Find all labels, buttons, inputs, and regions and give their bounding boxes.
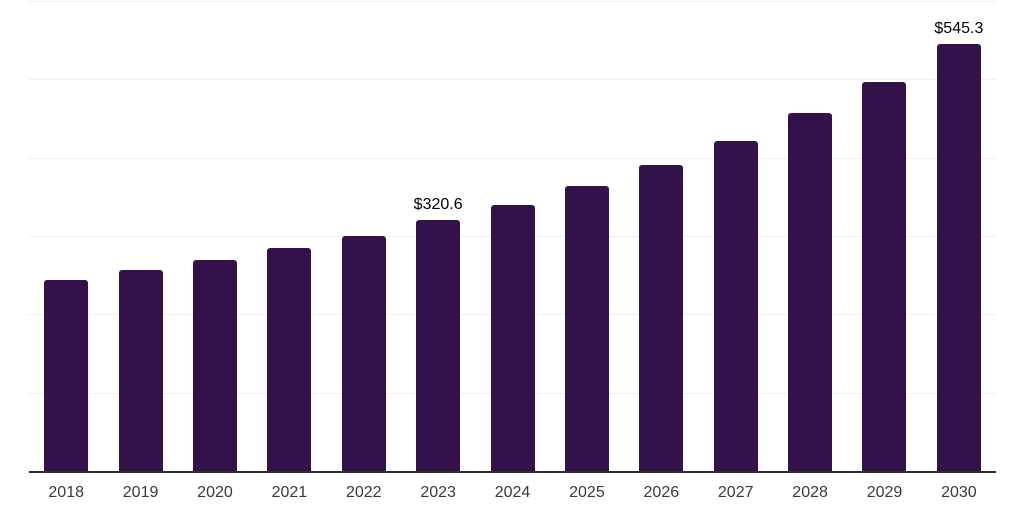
- bar-2022: [341, 235, 386, 471]
- x-tick-2019: 2019: [122, 484, 159, 501]
- plot-area: $320.6 $545.3: [29, 1, 996, 471]
- gridline-600: [29, 1, 996, 2]
- bar-2023: [416, 219, 461, 471]
- x-tick-2025: 2025: [569, 484, 605, 501]
- x-tick-2029: 2029: [866, 484, 903, 501]
- bar-column-2028: [773, 1, 847, 471]
- x-tick-2027: 2027: [717, 484, 754, 501]
- bar-column-2019: [103, 1, 177, 471]
- bar-2029: [862, 81, 907, 471]
- bar-2027: [713, 141, 758, 471]
- x-tick-2026: 2026: [643, 484, 680, 501]
- bar-column-2018: [29, 1, 103, 471]
- bar-2019: [118, 270, 163, 471]
- bar-2020: [192, 260, 237, 471]
- value-label-2023: $320.6: [413, 195, 463, 213]
- x-axis-line: [29, 471, 996, 473]
- bar-2021: [267, 248, 312, 471]
- bar-column-2021: [252, 1, 326, 471]
- bar-column-2029: [847, 1, 921, 471]
- gridline-400: [29, 157, 996, 159]
- bar-2018: [44, 280, 89, 471]
- bar-column-2024: [475, 1, 549, 471]
- bar-column-2023: $320.6: [401, 1, 475, 471]
- x-tick-2022: 2022: [345, 484, 382, 501]
- bars: $320.6 $545.3: [29, 1, 996, 471]
- bar-column-2027: [699, 1, 773, 471]
- value-label-2030: $545.3: [934, 19, 984, 37]
- x-tick-2028: 2028: [792, 484, 828, 501]
- x-axis-labels: 2018 2019 2020 2021 2022 2023 2024 2025 2026 2027…: [29, 484, 996, 502]
- x-tick-2021: 2021: [271, 484, 308, 501]
- bar-column-2022: [327, 1, 401, 471]
- bar-2030: [936, 43, 981, 471]
- bar-column-2026: [624, 1, 698, 471]
- x-tick-2024: 2024: [494, 484, 531, 501]
- x-tick-2020: 2020: [197, 484, 233, 501]
- bar-2024: [490, 204, 535, 471]
- bar-2026: [639, 165, 684, 471]
- bar-column-2020: [178, 1, 252, 471]
- gridline-500: [29, 79, 996, 81]
- x-tick-2018: 2018: [48, 484, 84, 501]
- bar-2025: [564, 186, 609, 471]
- x-tick-2030: 2030: [941, 484, 977, 501]
- x-tick-2023: 2023: [420, 484, 456, 501]
- bar-column-2030: $545.3: [922, 1, 996, 471]
- bar-column-2025: [550, 1, 624, 471]
- bar-2028: [788, 113, 833, 471]
